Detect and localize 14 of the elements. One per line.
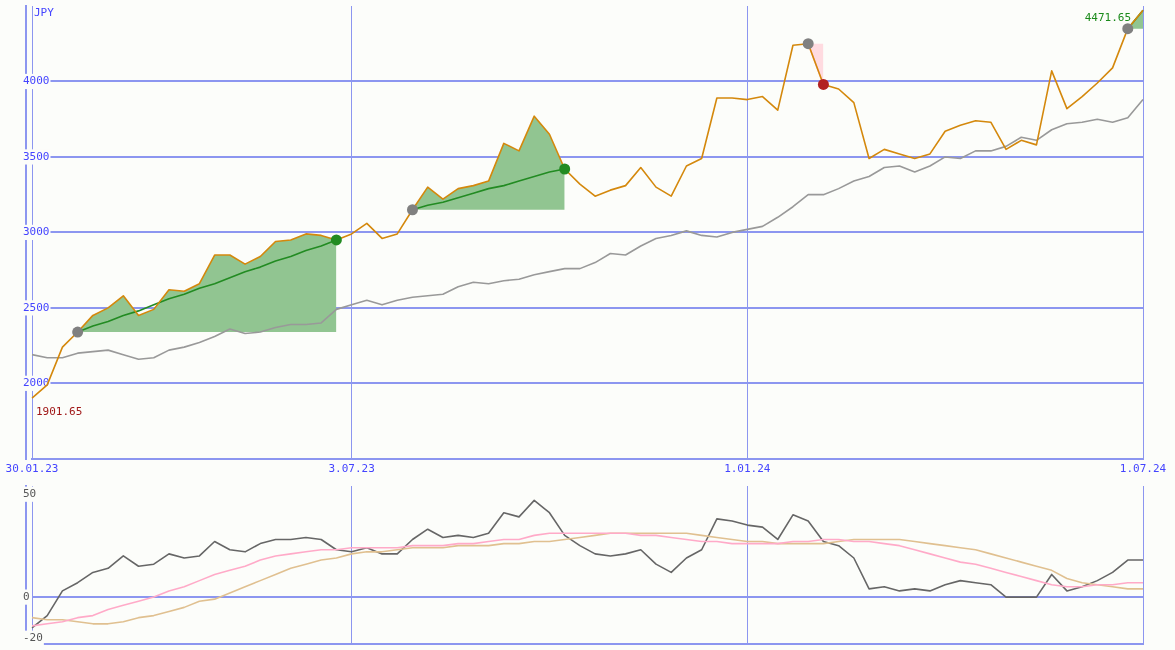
x-tick-label: 3.07.23: [328, 462, 375, 476]
x-tick-label: 1.01.24: [724, 462, 771, 476]
y-tick-label: 2500: [23, 300, 50, 314]
annotation: 1901.65: [36, 405, 83, 419]
y-tick-label: 3500: [23, 149, 50, 163]
x-tick-label: 30.01.23: [5, 462, 59, 476]
y-tick-label: -20: [23, 631, 43, 645]
y-tick-label: 3000: [23, 225, 50, 239]
y-tick-label: 0: [23, 589, 30, 603]
x-tick-label: 1.07.24: [1119, 462, 1167, 476]
y-tick-label: 50: [23, 487, 37, 501]
annotation: 4471.65: [1084, 10, 1131, 24]
y-tick-label: 4000: [23, 74, 50, 88]
y-axis-title: JPY: [34, 6, 55, 20]
